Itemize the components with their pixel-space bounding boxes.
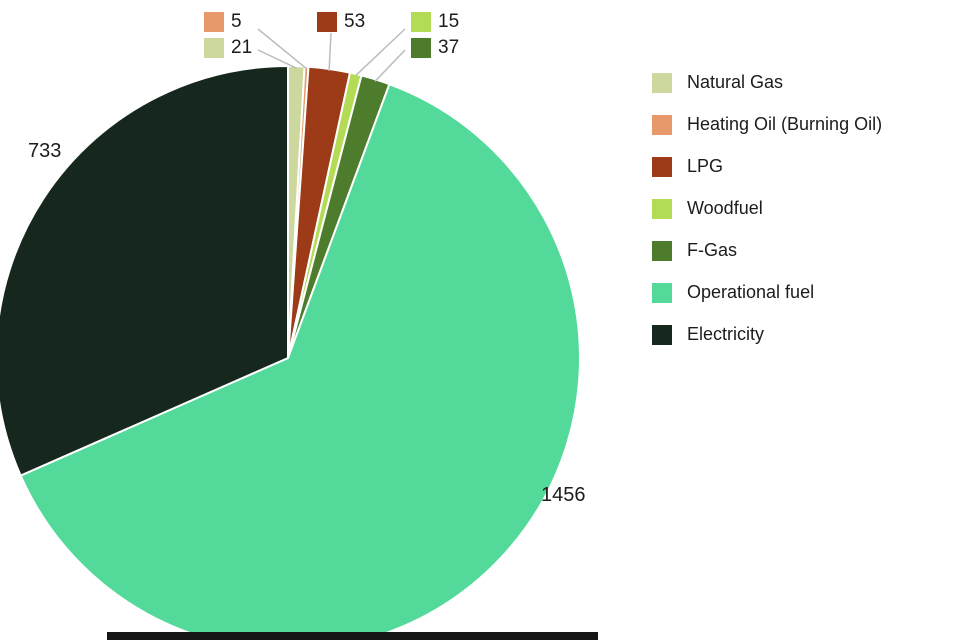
pie-slice-5 (19, 82, 581, 640)
legend-label-natural-gas: Natural Gas (687, 72, 784, 92)
callout-woodfuel: 15 (411, 12, 459, 32)
electricity-value-label: 733 (28, 140, 62, 162)
pie-chart (0, 28, 581, 640)
callout-natural-gas: 21 (204, 38, 252, 58)
legend-item-f-gas: F-Gas (652, 240, 882, 261)
callout-heating-oil: 5 (204, 12, 242, 32)
pie-slice-6 (0, 64, 289, 477)
legend-item-lpg: LPG (652, 156, 882, 177)
electricity-legend-swatch (652, 324, 672, 345)
callout-lpg: 53 (317, 12, 365, 32)
f-gas-swatch (411, 38, 431, 58)
callout-leader-line (257, 49, 297, 69)
legend-item-electricity: Electricity (652, 324, 882, 345)
lpg-legend-swatch (652, 156, 672, 177)
woodfuel-swatch (411, 12, 431, 32)
callout-value-heating-oil: 5 (231, 11, 242, 32)
legend-label-f-gas: F-Gas (687, 240, 738, 260)
callout-leader-line (354, 28, 406, 77)
natural-gas-legend-swatch (652, 72, 672, 93)
heating-oil-swatch (204, 12, 224, 32)
legend-item-woodfuel: Woodfuel (652, 198, 882, 219)
legend: Natural Gas Heating Oil (Burning Oil) LP… (652, 72, 882, 345)
legend-label-operational-fuel: Operational fuel (687, 282, 815, 302)
callout-value-natural-gas: 21 (231, 37, 253, 58)
woodfuel-legend-swatch (652, 198, 672, 219)
figure-bottom-edge (107, 632, 598, 640)
legend-label-woodfuel: Woodfuel (687, 198, 763, 218)
callout-value-lpg: 53 (344, 11, 366, 32)
legend-item-heating-oil: Heating Oil (Burning Oil) (652, 114, 882, 135)
legend-label-electricity: Electricity (687, 324, 765, 344)
callout-leader-line (374, 49, 406, 82)
natural-gas-swatch (204, 38, 224, 58)
legend-item-operational-fuel: Operational fuel (652, 282, 882, 303)
legend-label-heating-oil: Heating Oil (Burning Oil) (687, 114, 883, 134)
legend-label-lpg: LPG (687, 156, 724, 176)
lpg-swatch (317, 12, 337, 32)
operational-fuel-value-label: 1456 (541, 484, 586, 506)
callout-leader-line (257, 28, 307, 70)
operational-fuel-legend-swatch (652, 282, 672, 303)
legend-item-natural-gas: Natural Gas (652, 72, 882, 93)
callout-f-gas: 37 (411, 38, 459, 58)
callout-value-woodfuel: 15 (438, 11, 460, 32)
callout-leader-line (328, 32, 332, 71)
callout-value-f-gas: 37 (438, 37, 460, 58)
heating-oil-legend-swatch (652, 114, 672, 135)
f-gas-legend-swatch (652, 240, 672, 261)
